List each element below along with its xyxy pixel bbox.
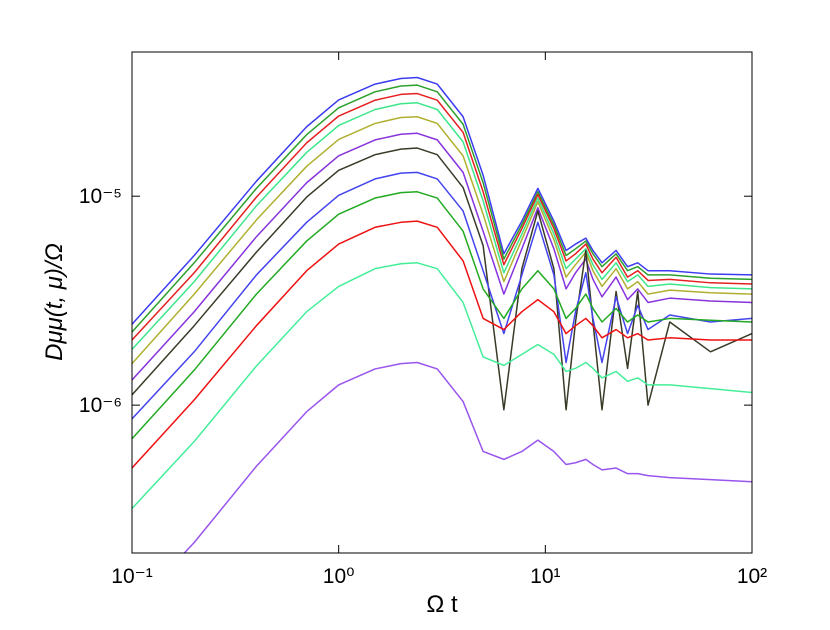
y-tick-label: 10⁻⁵ bbox=[79, 185, 122, 208]
series-line bbox=[183, 361, 752, 553]
series-line bbox=[132, 132, 752, 381]
x-tick-label: 10⁻¹ bbox=[111, 565, 152, 588]
x-tick-label: 10⁰ bbox=[323, 565, 355, 588]
series-line bbox=[132, 116, 752, 365]
plot-lines bbox=[132, 76, 752, 553]
series-line bbox=[132, 220, 752, 469]
x-axis-label: Ω t bbox=[426, 591, 458, 618]
y-axis-label: Dμμ(t, μ)/Ω bbox=[41, 243, 68, 361]
series-line bbox=[132, 92, 752, 341]
series-line bbox=[132, 171, 752, 420]
series-line bbox=[132, 191, 752, 440]
series-line bbox=[132, 262, 752, 510]
series-line bbox=[132, 102, 752, 350]
plot-frame bbox=[131, 51, 753, 554]
x-tick-label: 10¹ bbox=[530, 565, 560, 588]
x-tick-label: 10² bbox=[737, 565, 767, 588]
series-line bbox=[132, 76, 752, 325]
y-tick-label: 10⁻⁶ bbox=[79, 394, 122, 417]
series-line bbox=[132, 84, 752, 333]
